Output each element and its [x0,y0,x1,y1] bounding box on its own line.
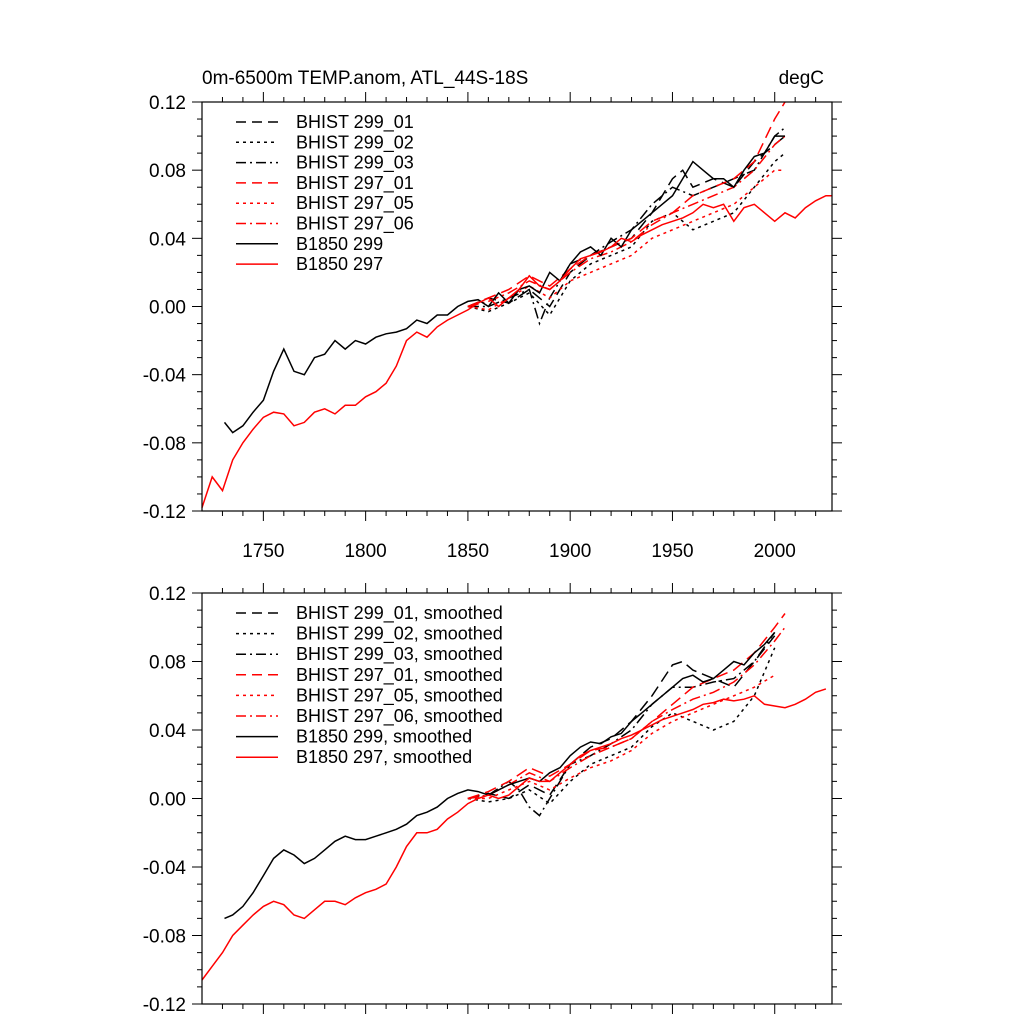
legend-label: BHIST 297_05 [296,193,414,214]
y-tick-label: 0.12 [149,584,186,605]
y-tick-label: 0.04 [149,229,186,250]
x-tick-label: 1750 [242,541,284,562]
legend-label: BHIST 299_01 [296,112,414,133]
bottom-legend: BHIST 299_01, smoothed BHIST 299_02, smo… [236,603,503,767]
y-tick-label: 0.04 [149,721,186,742]
legend-label: BHIST 299_02, smoothed [296,624,503,645]
series-line [467,152,786,317]
y-tick-label: -0.08 [143,434,186,455]
series-line [467,626,786,800]
y-tick-label: -0.04 [143,366,187,387]
legend-label: BHIST 297_05, smoothed [296,685,503,706]
y-tick-label: 0.00 [149,790,186,811]
series-line [467,169,785,311]
y-tick-label: -0.08 [143,927,186,948]
y-tick-label: -0.04 [143,858,187,879]
y-tick-label: -0.12 [143,502,186,523]
top-series-layer [201,101,832,508]
x-tick-label: 1950 [651,541,693,562]
top-title-right: degC [779,68,824,89]
legend-label: B1850 297, smoothed [296,747,472,767]
y-tick-label: 0.00 [149,298,186,319]
top-plot-frame [201,101,833,512]
series-line [467,647,776,805]
series-line [467,135,786,308]
series-line [467,127,786,326]
series-line [467,135,786,308]
bottom-y-tick-labels: 0.12 0.08 0.04 0.00 -0.04 -0.08 -0.12 [143,584,187,1016]
top-panel: 0m-6500m TEMP.anom, ATL_44S-18S degC 0.1… [143,68,842,562]
series-line [467,613,786,800]
legend-label: BHIST 297_01, smoothed [296,665,503,686]
y-tick-label: 0.08 [149,653,186,674]
bottom-panel: 0.12 0.08 0.04 0.00 -0.04 -0.08 -0.12 BH… [143,583,842,1016]
legend-label: BHIST 297_01 [296,173,414,194]
bottom-series-layer [201,613,827,981]
series-line [467,101,786,308]
top-y-tick-labels: 0.12 0.08 0.04 0.00 -0.04 -0.08 -0.12 [143,93,187,523]
series-line [201,688,827,981]
legend-label: BHIST 299_02 [296,132,414,153]
top-title-left: 0m-6500m TEMP.anom, ATL_44S-18S [202,68,528,89]
x-tick-label: 1850 [447,541,489,562]
legend-label: B1850 299 [296,234,383,254]
legend-label: B1850 297 [296,254,383,274]
legend-label: BHIST 299_01, smoothed [296,603,503,624]
series-line [467,635,776,800]
bottom-minor-ticks [192,583,842,1014]
legend-label: BHIST 299_03 [296,153,414,174]
legend-label: BHIST 299_03, smoothed [296,644,503,665]
series-line [467,674,776,800]
series-line [223,135,785,434]
legend-label: B1850 299, smoothed [296,727,472,747]
bottom-plot-frame [201,592,833,1005]
top-x-tick-labels: 1750 1800 1850 1900 1950 2000 [242,541,796,562]
top-minor-ticks [192,92,842,521]
x-tick-label: 2000 [754,541,796,562]
y-tick-label: 0.12 [149,93,186,114]
y-tick-label: -0.12 [143,995,186,1016]
x-tick-label: 1800 [344,541,386,562]
x-tick-label: 1900 [549,541,591,562]
top-legend: BHIST 299_01 BHIST 299_02 BHIST 299_03 B… [236,112,414,274]
legend-label: BHIST 297_06 [296,214,414,235]
y-tick-label: 0.08 [149,161,186,182]
series-line [201,194,832,508]
series-line [224,631,776,920]
legend-label: BHIST 297_06, smoothed [296,706,503,727]
